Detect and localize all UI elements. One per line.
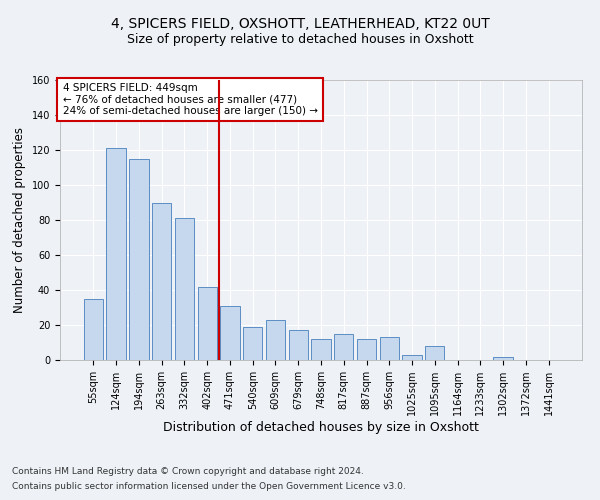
Bar bbox=[106, 148, 126, 360]
Y-axis label: Number of detached properties: Number of detached properties bbox=[13, 127, 26, 313]
Text: Contains public sector information licensed under the Open Government Licence v3: Contains public sector information licen… bbox=[12, 482, 406, 491]
Bar bbox=[84, 298, 103, 360]
Bar bbox=[129, 159, 149, 360]
Bar bbox=[220, 306, 239, 360]
Bar bbox=[334, 334, 353, 360]
Bar bbox=[152, 202, 172, 360]
Bar bbox=[403, 355, 422, 360]
Text: 4, SPICERS FIELD, OXSHOTT, LEATHERHEAD, KT22 0UT: 4, SPICERS FIELD, OXSHOTT, LEATHERHEAD, … bbox=[110, 18, 490, 32]
Text: Contains HM Land Registry data © Crown copyright and database right 2024.: Contains HM Land Registry data © Crown c… bbox=[12, 467, 364, 476]
Bar bbox=[425, 346, 445, 360]
Bar bbox=[197, 286, 217, 360]
Bar bbox=[289, 330, 308, 360]
Bar bbox=[357, 339, 376, 360]
Bar bbox=[266, 320, 285, 360]
Bar bbox=[243, 327, 262, 360]
Text: Size of property relative to detached houses in Oxshott: Size of property relative to detached ho… bbox=[127, 32, 473, 46]
X-axis label: Distribution of detached houses by size in Oxshott: Distribution of detached houses by size … bbox=[163, 421, 479, 434]
Bar bbox=[311, 339, 331, 360]
Bar bbox=[175, 218, 194, 360]
Bar bbox=[493, 356, 513, 360]
Bar bbox=[380, 337, 399, 360]
Text: 4 SPICERS FIELD: 449sqm
← 76% of detached houses are smaller (477)
24% of semi-d: 4 SPICERS FIELD: 449sqm ← 76% of detache… bbox=[62, 83, 317, 116]
